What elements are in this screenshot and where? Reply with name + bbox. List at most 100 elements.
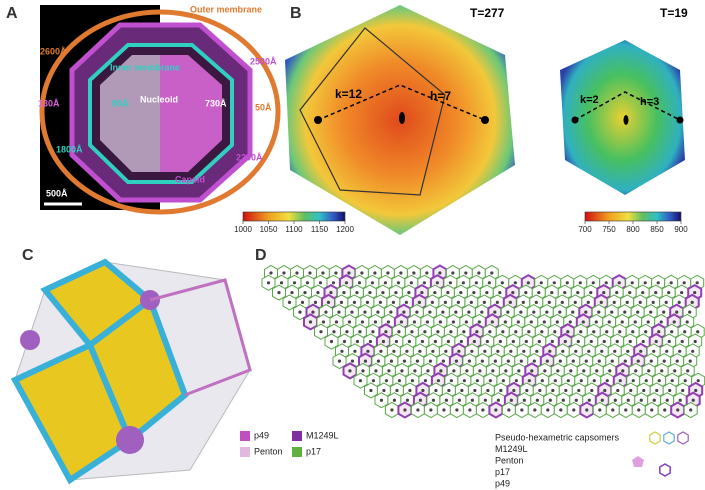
- capsomer-core: [545, 310, 549, 314]
- capsomer-core: [630, 281, 634, 285]
- capsomer-core: [491, 369, 495, 373]
- panel-d: D Pseudo-hexametric capsomersM1249LPento…: [255, 247, 705, 488]
- capsomer-core: [620, 320, 624, 324]
- capsomer-core: [500, 281, 504, 285]
- capsomer-core: [407, 290, 411, 295]
- panel-label: D: [255, 247, 267, 264]
- panel-label: A: [6, 5, 18, 22]
- capsomer-core: [279, 281, 284, 285]
- capsomer-core: [300, 300, 305, 304]
- capsomer-core: [486, 388, 490, 393]
- capsomer-core: [526, 281, 530, 285]
- capsomer-core: [504, 369, 508, 373]
- capsomer-core: [441, 359, 445, 363]
- capsomer-core: [538, 388, 542, 393]
- capsomer-core: [589, 290, 593, 295]
- capsomer-core: [462, 330, 466, 334]
- capsomer-core: [439, 369, 443, 373]
- capsomer-core: [508, 300, 512, 304]
- capsomer-core: [361, 369, 365, 373]
- capsomer-core: [605, 379, 609, 383]
- capsomer-core: [650, 408, 654, 412]
- capsomer-core: [584, 359, 588, 363]
- capsomer-core: [550, 339, 554, 344]
- capsomer-core: [395, 388, 399, 393]
- capsomer-core: [360, 271, 364, 275]
- capsomer-core: [625, 300, 629, 304]
- annotation: 50Å: [255, 102, 272, 112]
- capsomer-core: [585, 408, 589, 412]
- annotation: Inner membrane: [110, 62, 180, 72]
- capsomer-core: [628, 290, 632, 295]
- capsomer-core: [506, 310, 510, 314]
- capsomer-core: [655, 388, 659, 393]
- capsomer-core: [691, 349, 695, 353]
- capsomer-core: [462, 379, 466, 383]
- capsomer-core: [407, 339, 412, 344]
- colorbar: [584, 211, 682, 222]
- panel-label: C: [22, 247, 34, 264]
- capsomer-core: [636, 359, 640, 363]
- capsomer-core: [696, 379, 700, 383]
- capsomer-core: [371, 330, 375, 334]
- capsomer-core: [659, 320, 663, 324]
- capsomer-core: [600, 349, 604, 353]
- capsomer-core: [579, 379, 583, 383]
- capsomer-core: [382, 388, 386, 393]
- capsomer-core: [670, 379, 674, 383]
- colorbar-tick-label: 800: [626, 225, 640, 234]
- capsomer-core: [533, 408, 537, 412]
- capsomer-core: [540, 379, 544, 383]
- annotation: 2600Å: [40, 46, 67, 56]
- capsomer-core: [521, 300, 525, 304]
- capsomer-core: [548, 349, 552, 353]
- k-h-path: [574, 91, 681, 121]
- capsomer-core: [668, 388, 672, 393]
- capsomer-core: [442, 408, 446, 412]
- capsomer-core: [639, 398, 643, 402]
- capsomer-core: [418, 398, 423, 402]
- capsomer-core: [513, 281, 517, 285]
- capsomer-core: [485, 290, 489, 295]
- capsomer-core: [496, 398, 500, 402]
- capsomer-core: [506, 359, 510, 363]
- capsomer-core: [621, 369, 625, 373]
- panel-a: A Outer membrane 2600Å Inner membrane 13…: [6, 4, 281, 215]
- capsomer-core: [409, 281, 413, 285]
- capsomer-core: [657, 379, 661, 383]
- capsomer-core: [487, 281, 491, 285]
- capsomer-core: [350, 359, 355, 363]
- capsomer-core: [654, 339, 658, 344]
- capsomer-core: [444, 398, 448, 402]
- capsomer-core: [610, 310, 614, 314]
- capsomer-core: [682, 281, 686, 285]
- capsomer-core: [685, 320, 689, 324]
- capsomer-core: [436, 330, 440, 334]
- capsomer-core: [348, 369, 352, 373]
- capsomer-core: [535, 398, 539, 402]
- capsomer-core: [688, 310, 692, 314]
- capsomer-core: [527, 330, 531, 334]
- legend-label: Pseudo-hexametric capsomers: [495, 432, 620, 442]
- capsomer-core: [643, 281, 647, 285]
- capsomer-core: [613, 398, 617, 402]
- capsomer-core: [389, 310, 393, 314]
- capsomer-core: [574, 349, 578, 353]
- capsomer-core: [452, 369, 456, 373]
- legend-swatch: [677, 431, 689, 445]
- capsomer-core: [530, 369, 534, 373]
- capsomer-core: [415, 310, 419, 314]
- capsomer-core: [561, 349, 565, 353]
- capsomer-core: [415, 359, 420, 363]
- capsomer-core: [683, 379, 687, 383]
- capsomer-core: [396, 281, 400, 285]
- capsomer-core: [347, 271, 351, 275]
- annotation: 130Å: [38, 98, 60, 108]
- capsomer-core: [566, 330, 570, 334]
- capsomer-core: [420, 339, 424, 344]
- capsomer-core: [355, 339, 360, 344]
- capsomer-core: [368, 339, 373, 344]
- capsomer-core: [358, 379, 363, 383]
- capsomer-core: [577, 388, 581, 393]
- capsomer-core: [509, 398, 513, 402]
